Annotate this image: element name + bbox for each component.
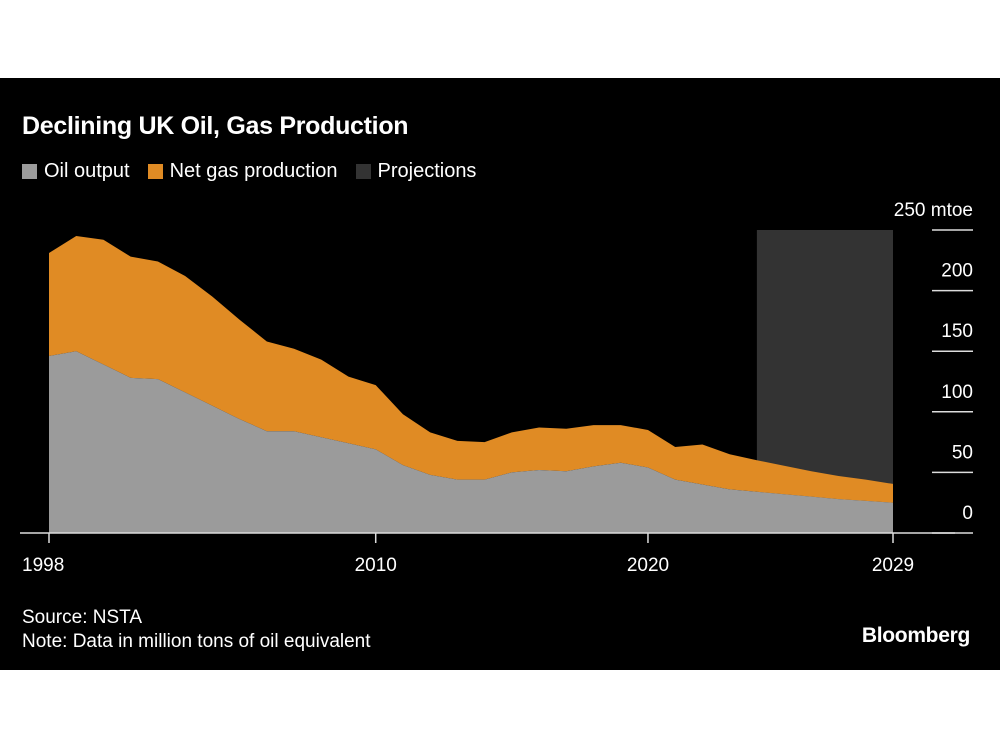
legend-swatch-oil [22, 164, 37, 179]
legend: Oil output Net gas production Projection… [22, 160, 476, 183]
y-tick-label-200: 200 [941, 261, 973, 282]
gas-area [49, 236, 893, 503]
source-text: Source: NSTA [22, 607, 143, 628]
x-tick-label-2029: 2029 [872, 555, 914, 576]
chart-title: Declining UK Oil, Gas Production [22, 112, 409, 140]
chart-svg: 1998 2010 2020 2029 0 50 100 150 200 250 mtoe [20, 200, 973, 576]
legend-label-projections: Projections [377, 160, 477, 182]
y-tick-label-150: 150 [941, 321, 973, 342]
chart-panel: Declining UK Oil, Gas Production Oil out… [0, 78, 1000, 670]
y-tick-label-0: 0 [962, 503, 973, 524]
legend-item-oil: Oil output [22, 160, 130, 183]
legend-label-gas: Net gas production [169, 160, 338, 182]
legend-swatch-gas [147, 164, 163, 179]
x-tick-label-2010: 2010 [355, 555, 397, 576]
y-tick-label-250: 250 mtoe [894, 200, 973, 221]
x-tick-label-1998: 1998 [22, 555, 64, 576]
oil-area [49, 351, 893, 533]
bloomberg-logo: Bloomberg [861, 624, 970, 647]
legend-item-projections: Projections [355, 160, 477, 183]
legend-swatch-projections [355, 164, 371, 179]
y-tick-label-100: 100 [941, 382, 973, 403]
source-note: Source: NSTA Note: Data in million tons … [22, 606, 371, 654]
x-tick-label-2020: 2020 [627, 555, 669, 576]
note-text: Note: Data in million tons of oil equiva… [22, 631, 371, 652]
y-tick-label-50: 50 [952, 442, 973, 463]
legend-label-oil: Oil output [44, 160, 130, 182]
legend-item-gas: Net gas production [147, 160, 338, 183]
